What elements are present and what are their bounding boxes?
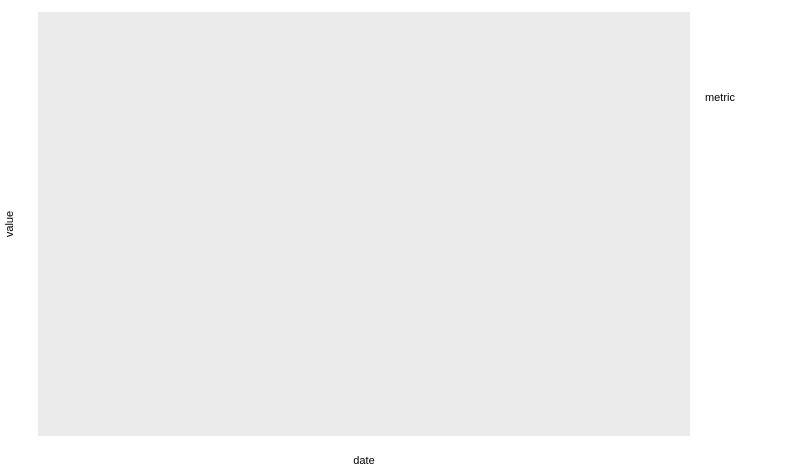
- y-axis-label: value: [4, 211, 16, 237]
- legend-title: metric: [705, 92, 735, 104]
- panel: [38, 12, 690, 436]
- legend: metric: [705, 92, 735, 104]
- x-axis-label: date: [353, 455, 374, 467]
